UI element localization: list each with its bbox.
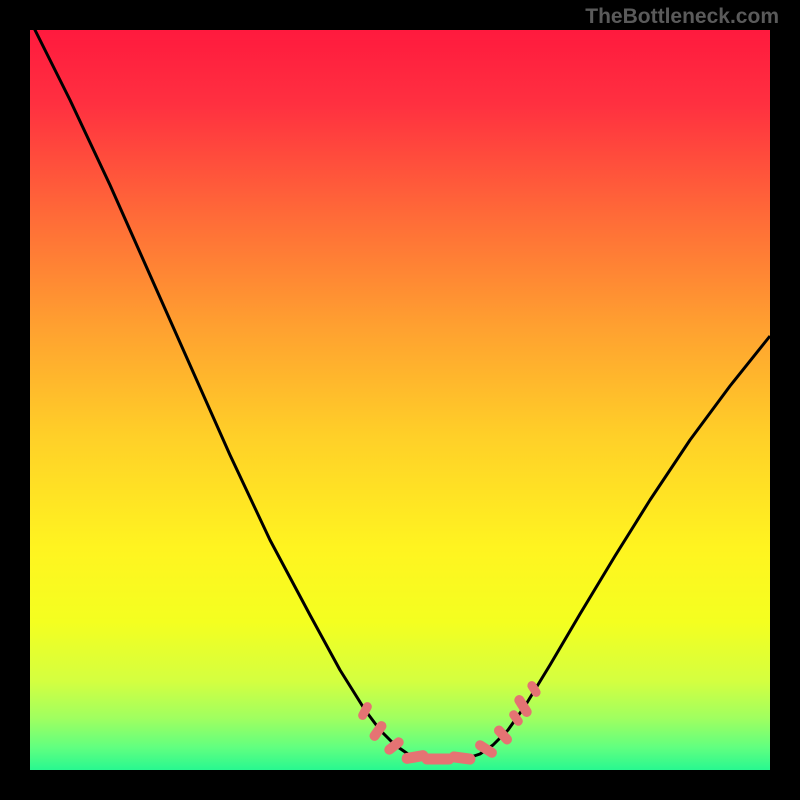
chart-background-gradient <box>30 30 770 770</box>
watermark-text: TheBottleneck.com <box>585 5 779 29</box>
